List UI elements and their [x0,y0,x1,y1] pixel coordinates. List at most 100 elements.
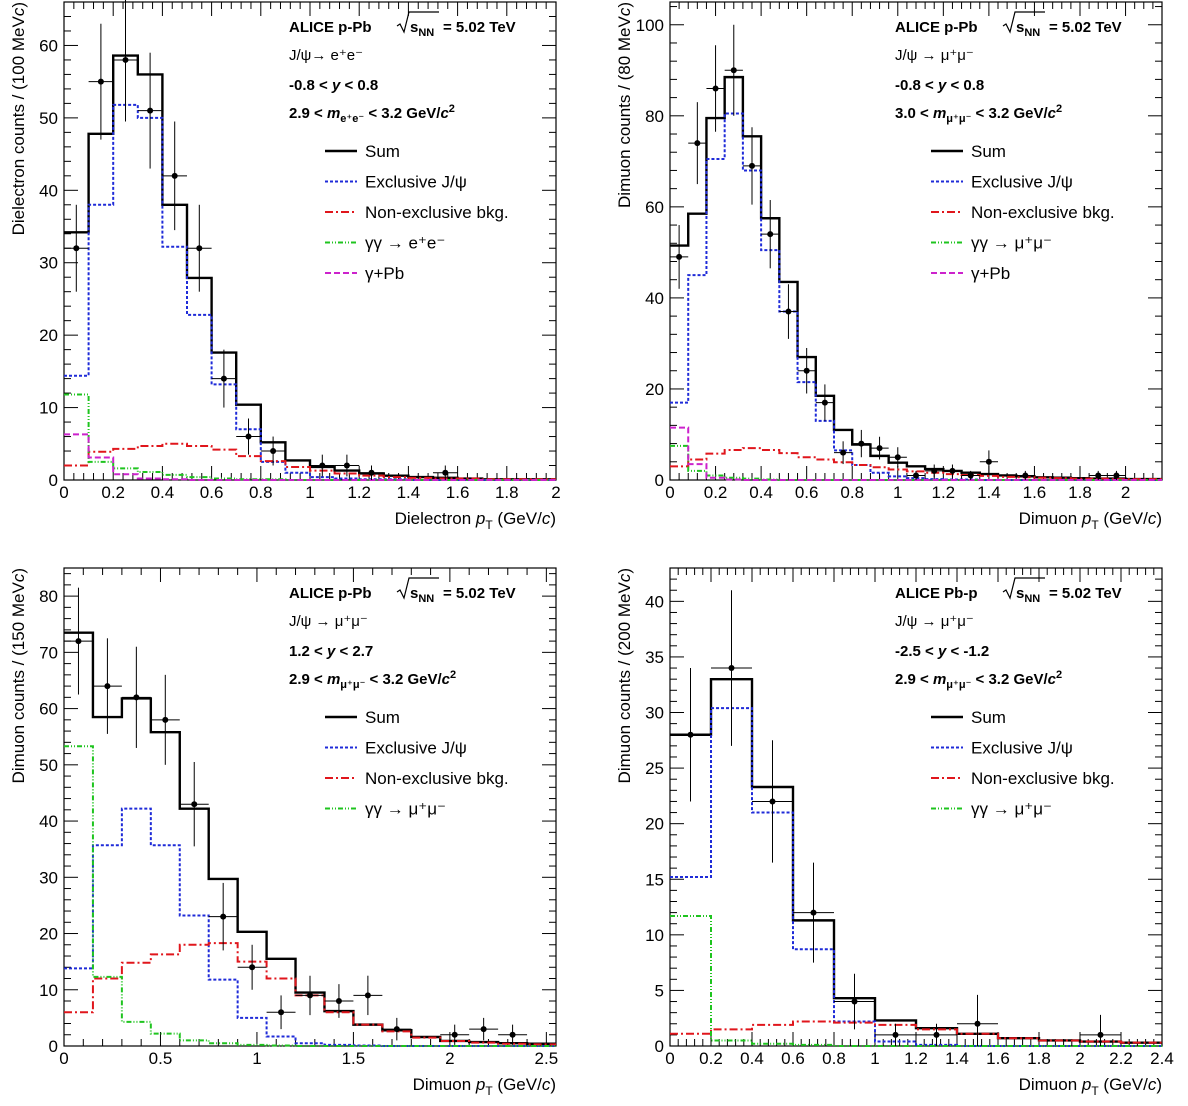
mass-range-label: 2.9 < mμ⁺μ⁻ < 3.2 GeV/c2 [289,669,456,691]
data-point [761,200,780,269]
x-tick-label: 1.8 [1027,1049,1051,1068]
y-tick-label: 70 [39,643,58,662]
y-tick-label: 0 [49,1037,58,1056]
x-tick-label: 0.5 [149,1049,173,1068]
x-tick-label: 1.6 [1023,483,1047,502]
x-tick-label: 1.4 [977,483,1001,502]
legend-label: γ+Pb [365,264,404,283]
x-tick-label: 2 [445,1049,454,1068]
mass-range-label: 2.9 < me⁺e⁻ < 3.2 GeV/c2 [289,103,455,125]
x-axis-title: Dimuon pT (GeV/c) [413,1075,556,1098]
y-tick-label: 0 [655,1037,664,1056]
x-tick-label: 2.4 [1150,1049,1174,1068]
data-point [150,674,180,765]
marker [171,172,178,179]
x-tick-label: 0.4 [740,1049,764,1068]
marker [343,462,350,469]
data-point [961,470,980,480]
x-tick-label: 0.4 [151,483,175,502]
marker [364,992,371,999]
marker [687,731,694,738]
legend-label: Non-exclusive bkg. [971,769,1115,788]
data-point [957,994,998,1046]
data-point [310,454,335,477]
marker [104,683,111,690]
x-tick-label: 1.2 [347,483,371,502]
data-point [670,668,711,802]
energy-symbol: sNN [410,585,434,605]
histogram-exclusive [670,112,1162,481]
chart-panel-top-right: 0 0.2 0.4 0.6 0.8 1 1.2 1.4 1.6 1.8 2 0 20 40 60 80 100 D… [606,0,1188,540]
data-point [433,465,458,480]
histogram-exclusive [64,103,556,481]
y-tick-label: 40 [39,181,58,200]
data-point [779,284,798,339]
data-point [793,862,834,963]
marker [220,913,227,920]
decay-label: J/ψ → μ⁺μ⁻ [895,613,974,630]
x-tick-label: 1.4 [945,1049,969,1068]
x-tick-label: 0.8 [822,1049,846,1068]
data-point [943,464,962,478]
legend-item-gpb: γ+Pb [931,264,1010,283]
marker [985,458,992,465]
data-point [498,1024,528,1045]
rapidity-label: -0.8 < y < 0.8 [289,77,378,94]
marker [676,253,683,260]
decay-label: J/ψ → μ⁺μ⁻ [289,613,368,630]
sqrt-sign-icon [1002,11,1045,34]
decay-label: J/ψ→ e⁺e⁻ [289,47,363,64]
marker [785,308,792,315]
chart-panel-top-left: 0 0.2 0.4 0.6 0.8 1 1.2 1.4 1.6 1.8 2 0 10 20 30 40 50 60… [0,0,582,540]
y-axis-title: Dimuon counts / (80 MeVc) [615,2,634,208]
chart-svg: 0 0.2 0.4 0.6 0.8 1 1.2 1.4 1.6 1.8 2 2.2 2.4 0 5 10 15 2… [615,567,1174,1098]
legend-label: Exclusive J/ψ [971,739,1073,758]
x-tick-label: 0.6 [781,1049,805,1068]
marker [75,638,82,645]
experiment-label: ALICE Pb-p [895,585,978,602]
data-point [64,204,89,292]
data-point [211,349,237,408]
data-point [92,638,122,734]
data-point [64,587,93,695]
energy-label: = 5.02 TeV [1049,585,1122,602]
x-tick-label: 1 [870,1049,879,1068]
energy-label: = 5.02 TeV [443,585,516,602]
data-point [916,1023,957,1046]
marker [803,367,810,374]
histogram-nonexclusive [670,1020,1162,1044]
experiment-label: ALICE p-Pb [895,19,978,36]
marker [442,469,449,476]
x-tick-label: 0.4 [749,483,773,502]
legend-label: Non-exclusive bkg. [971,203,1115,222]
legend-label: Sum [365,142,400,161]
decay-label: J/ψ → μ⁺μ⁻ [895,47,974,64]
histogram-gg [670,914,1162,1047]
marker [949,467,956,474]
legend-item-exclusive: Exclusive J/ψ [325,173,467,192]
data-point [1080,1014,1121,1046]
data-point [382,1017,412,1041]
data-point [1016,470,1035,480]
marker [931,467,938,474]
x-tick-label: 0.8 [249,483,273,502]
y-tick-label: 10 [645,926,664,945]
marker [220,375,227,382]
data-point [260,436,286,466]
marker [851,998,858,1005]
y-tick-label: 30 [39,254,58,273]
energy-symbol: sNN [1016,585,1040,605]
marker [480,1026,487,1033]
marker [191,801,198,808]
data-point [113,0,138,122]
legend-item-sum: Sum [931,708,1006,727]
marker [122,56,129,63]
data-point [353,975,383,1016]
marker [728,665,735,672]
y-tick-label: 15 [645,870,664,889]
data-point [875,1023,916,1046]
plot-frame [669,1,1163,481]
x-tick-label: 0 [59,483,68,502]
marker [278,1009,285,1016]
marker [894,454,901,461]
